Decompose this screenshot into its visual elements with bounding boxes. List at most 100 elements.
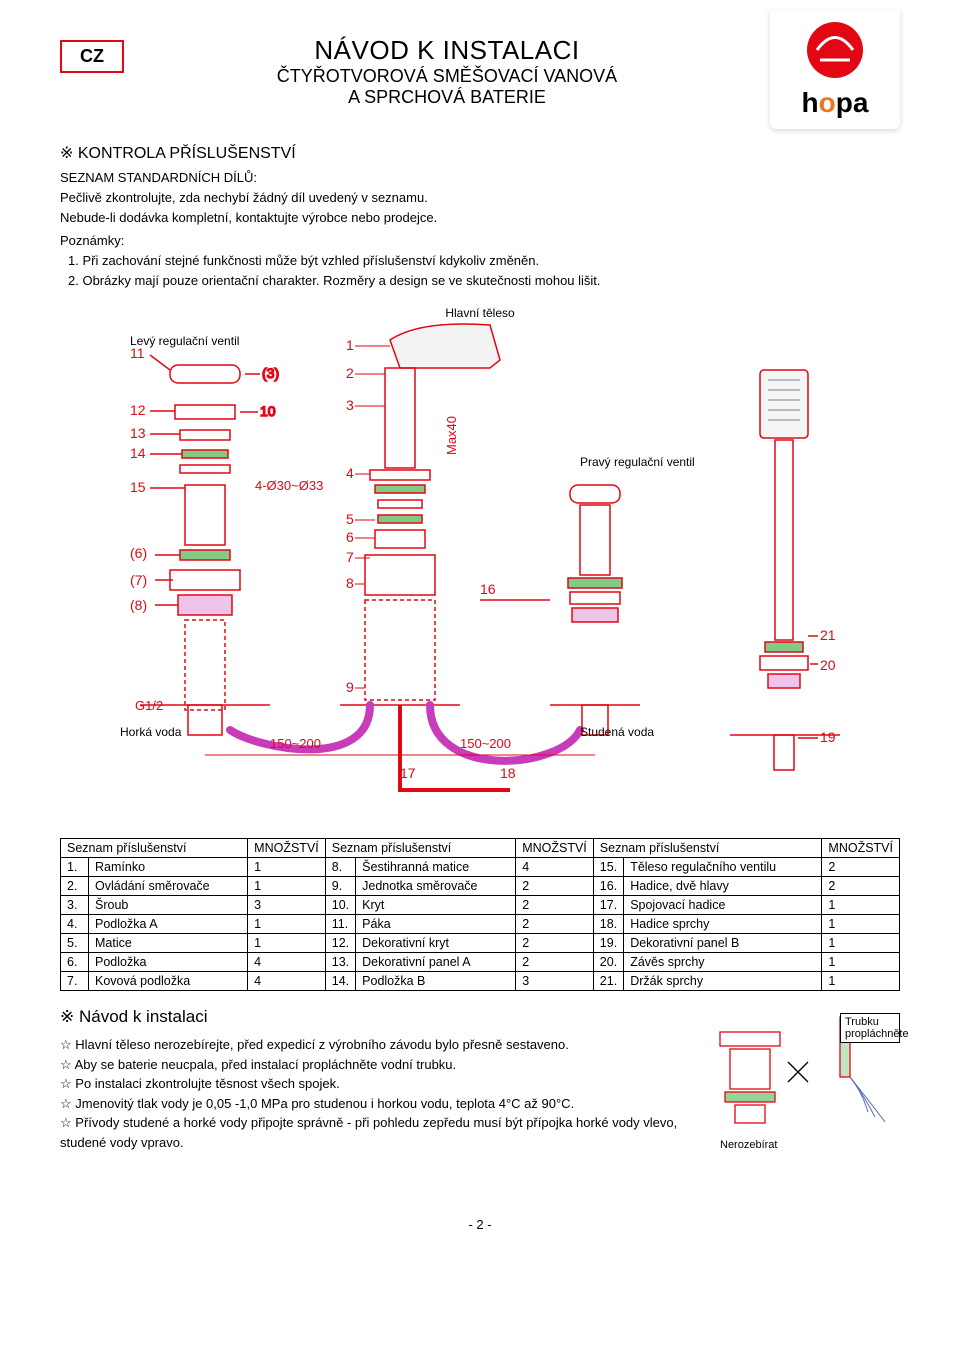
dim-max40: Max40: [444, 416, 459, 455]
cell-num: 8.: [325, 858, 355, 877]
table-row: 1.Ramínko18.Šestihranná matice415.Těleso…: [61, 858, 900, 877]
intro-line1: SEZNAM STANDARDNÍCH DÍLŮ:: [60, 169, 900, 187]
label-main-body: Hlavní těleso: [445, 306, 514, 320]
install-item: Přívody studené a horké vody připojte sp…: [60, 1113, 680, 1152]
svg-text:(6): (6): [130, 545, 147, 561]
cell-name: Dekorativní panel B: [624, 934, 822, 953]
diagram-area: Hlavní těleso Levý regulační ventil Prav…: [60, 310, 900, 820]
cell-name: Spojovací hadice: [624, 896, 822, 915]
table-row: 3.Šroub310.Kryt217.Spojovací hadice1: [61, 896, 900, 915]
cell-name: Závěs sprchy: [624, 953, 822, 972]
svg-text:(8): (8): [130, 597, 147, 613]
cell-qty: 3: [248, 896, 326, 915]
install-list: Hlavní těleso nerozebírejte, před expedi…: [60, 1035, 680, 1152]
lang-badge: CZ: [60, 40, 124, 73]
cell-name: Matice: [89, 934, 248, 953]
svg-text:10: 10: [260, 403, 276, 419]
fig-noopen-label: Nerozebírat: [720, 1139, 777, 1151]
cell-name: Páka: [356, 915, 516, 934]
cell-name: Kovová podložka: [89, 972, 248, 991]
svg-text:5: 5: [346, 511, 354, 527]
table-row: 4.Podložka A111.Páka218.Hadice sprchy1: [61, 915, 900, 934]
cell-name: Hadice, dvě hlavy: [624, 877, 822, 896]
cell-qty: 3: [516, 972, 594, 991]
section1-heading: ※ KONTROLA PŘÍSLUŠENSTVÍ: [60, 143, 900, 163]
cell-name: Šroub: [89, 896, 248, 915]
cell-num: 4.: [61, 915, 89, 934]
cell-name: Kryt: [356, 896, 516, 915]
cell-num: 12.: [325, 934, 355, 953]
svg-text:15: 15: [130, 479, 146, 495]
svg-text:21: 21: [820, 627, 836, 643]
svg-text:(3): (3): [262, 365, 279, 381]
cell-num: 3.: [61, 896, 89, 915]
th-name-1: Seznam příslušenství: [61, 839, 248, 858]
svg-text:(7): (7): [130, 572, 147, 588]
dim-150b: 150~200: [460, 736, 511, 751]
cell-name: Podložka A: [89, 915, 248, 934]
th-name-2: Seznam příslušenství: [325, 839, 515, 858]
cell-name: Ramínko: [89, 858, 248, 877]
install-figures: Trubku propláchněte Nerozebírat: [700, 1007, 900, 1167]
note-1: 1. Při zachování stejné funkčnosti může …: [68, 252, 900, 270]
cell-qty: 2: [516, 934, 594, 953]
svg-text:20: 20: [820, 657, 836, 673]
cell-num: 2.: [61, 877, 89, 896]
th-qty-2: MNOŽSTVÍ: [516, 839, 594, 858]
table-row: 2.Ovládání směrovače19.Jednotka směrovač…: [61, 877, 900, 896]
svg-text:3: 3: [346, 397, 354, 413]
brand-logo: hopa: [770, 10, 900, 129]
cell-name: Dekorativní kryt: [356, 934, 516, 953]
svg-text:7: 7: [346, 549, 354, 565]
cell-num: 18.: [593, 915, 623, 934]
title-main: NÁVOD K INSTALACI: [124, 35, 770, 66]
cell-num: 11.: [325, 915, 355, 934]
cell-qty: 2: [516, 915, 594, 934]
cell-qty: 1: [822, 934, 900, 953]
intro-line3: Nebude-li dodávka kompletní, kontaktujte…: [60, 209, 900, 227]
cell-qty: 2: [516, 953, 594, 972]
install-item: Jmenovitý tlak vody je 0,05 -1,0 MPa pro…: [60, 1094, 680, 1114]
label-left-valve: Levý regulační ventil: [130, 334, 239, 348]
cell-qty: 1: [248, 877, 326, 896]
label-cold-water: Studená voda: [580, 725, 654, 739]
svg-text:9: 9: [346, 679, 354, 695]
table-row: 6.Podložka413.Dekorativní panel A220.Záv…: [61, 953, 900, 972]
svg-text:17: 17: [400, 765, 416, 781]
title-block: NÁVOD K INSTALACI ČTYŘOTVOROVÁ SMĚŠOVACÍ…: [124, 35, 770, 108]
cell-qty: 1: [822, 896, 900, 915]
label-right-valve: Pravý regulační ventil: [580, 455, 695, 469]
cell-name: Těleso regulačního ventilu: [624, 858, 822, 877]
cell-qty: 2: [822, 877, 900, 896]
cell-num: 15.: [593, 858, 623, 877]
install-heading: ※ Návod k instalaci: [60, 1007, 680, 1027]
svg-text:14: 14: [130, 445, 146, 461]
label-hot-water: Horká voda: [120, 725, 181, 739]
table-row: 7.Kovová podložka414.Podložka B321.Držák…: [61, 972, 900, 991]
note-2: 2. Obrázky mají pouze orientační charakt…: [68, 272, 900, 290]
cell-num: 19.: [593, 934, 623, 953]
cell-qty: 4: [248, 953, 326, 972]
cell-qty: 1: [248, 915, 326, 934]
cell-qty: 2: [516, 877, 594, 896]
cell-qty: 1: [248, 858, 326, 877]
fig-flush-label: Trubku propláchněte: [840, 1013, 900, 1043]
cell-qty: 2: [822, 858, 900, 877]
svg-text:8: 8: [346, 575, 354, 591]
installation-diagram: (3) 10 11 12 13 14 15 (6) (7) (8: [60, 310, 900, 820]
parts-table: Seznam příslušenství MNOŽSTVÍ Seznam pří…: [60, 838, 900, 991]
svg-text:4: 4: [346, 465, 354, 481]
cell-name: Držák sprchy: [624, 972, 822, 991]
svg-text:6: 6: [346, 529, 354, 545]
install-item: Aby se baterie neucpala, před instalací …: [60, 1055, 680, 1075]
cell-qty: 1: [248, 934, 326, 953]
logo-text: hopa: [780, 87, 890, 119]
th-qty-1: MNOŽSTVÍ: [248, 839, 326, 858]
cell-num: 17.: [593, 896, 623, 915]
cell-num: 21.: [593, 972, 623, 991]
cell-num: 13.: [325, 953, 355, 972]
cell-num: 5.: [61, 934, 89, 953]
cell-num: 1.: [61, 858, 89, 877]
svg-text:18: 18: [500, 765, 516, 781]
cell-qty: 1: [822, 972, 900, 991]
